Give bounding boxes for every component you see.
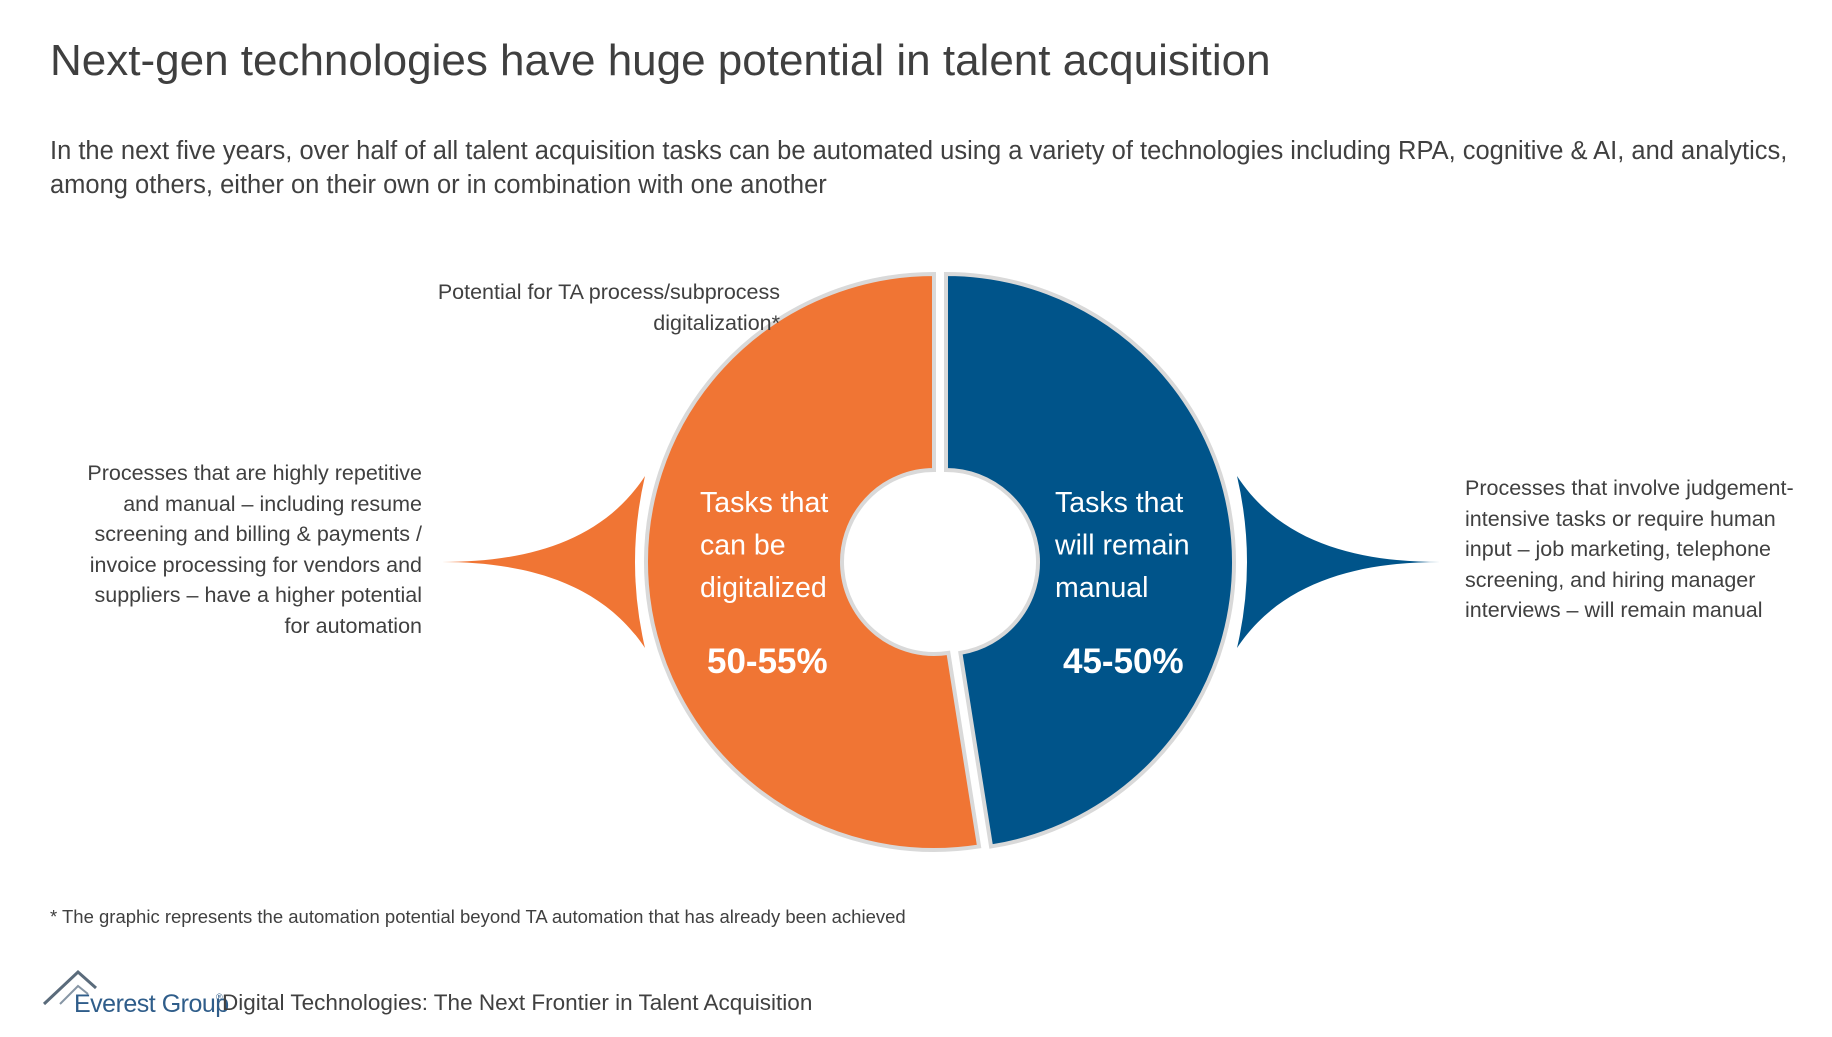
label-digitalized-line-3: digitalized <box>700 572 827 604</box>
page-subtitle: In the next five years, over half of all… <box>50 137 1788 199</box>
everest-group-logo: Everest Group ® <box>40 966 229 1018</box>
footnote: * The graphic represents the automation … <box>50 906 906 927</box>
label-manual-line-3: manual <box>1055 572 1148 604</box>
footer-title: Digital Technologies: The Next Frontier … <box>222 990 813 1015</box>
segment-digitalized <box>644 271 982 852</box>
right-arrow <box>1237 476 1440 648</box>
right-annotation: Processes that involve judgement-intensi… <box>1465 476 1794 622</box>
value-manual: 45-50% <box>1063 642 1184 681</box>
logo-text: Everest Group <box>74 990 229 1018</box>
segment-digitalized-group <box>644 271 982 852</box>
logo-registered-mark: ® <box>216 992 223 1002</box>
chart-caption: Potential for TA process/subprocess digi… <box>437 280 780 335</box>
logo-mountain-icon <box>42 969 97 1006</box>
left-arrow <box>442 476 645 648</box>
segment-manual <box>944 271 1236 849</box>
segment-manual-group <box>944 271 1236 849</box>
page-title: Next-gen technologies have huge potentia… <box>50 36 1271 85</box>
value-digitalized: 50-55% <box>707 642 828 681</box>
label-manual-line-2: will remain <box>1054 530 1190 562</box>
label-manual-line-1: Tasks that <box>1055 487 1183 519</box>
left-annotation: Processes that are highly repetitive and… <box>87 461 422 638</box>
label-digitalized-line-2: can be <box>700 530 786 562</box>
label-digitalized-line-1: Tasks that <box>700 487 828 519</box>
